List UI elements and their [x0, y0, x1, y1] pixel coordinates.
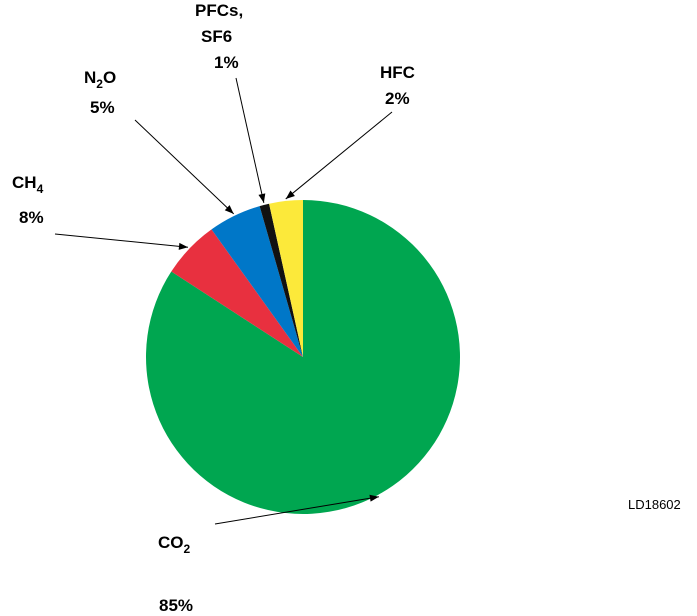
- leader-line-0: [214, 496, 379, 525]
- leader-arrowhead-1: [178, 242, 188, 250]
- slice-value-hfc: 2%: [385, 89, 410, 108]
- pie-slice-2: [211, 206, 303, 357]
- pie-slice-1: [171, 229, 303, 357]
- leader-arrowhead-2: [224, 205, 234, 214]
- slice-value-pfcs: 1%: [214, 53, 239, 72]
- figure-code: LD18602: [628, 497, 681, 512]
- slice-label-n2o: N2O: [84, 68, 116, 91]
- slice-value-ch4: 8%: [19, 208, 44, 227]
- leader-lines: [54, 77, 393, 525]
- slice-label-pfcs-line2: SF6: [201, 27, 232, 46]
- slice-label-ch4: CH4: [12, 173, 44, 196]
- slice-label-co2: CO2: [158, 533, 191, 556]
- pie-slices: [145, 200, 460, 514]
- slice-value-n2o: 5%: [90, 98, 115, 117]
- pie-slice-4: [269, 200, 303, 357]
- leader-arrowhead-4: [285, 190, 295, 199]
- leader-line-2: [134, 119, 235, 215]
- slice-value-co2: 85%: [159, 596, 193, 615]
- leader-arrowhead-0: [369, 494, 379, 502]
- leader-arrowhead-3: [258, 193, 266, 203]
- leader-line-4: [285, 111, 393, 200]
- leader-line-1: [54, 233, 189, 248]
- leader-line-3: [235, 77, 265, 204]
- slice-label-pfcs-line1: PFCs,: [195, 1, 243, 20]
- slice-label-hfc: HFC: [380, 63, 415, 82]
- pie-slice-3: [259, 203, 303, 357]
